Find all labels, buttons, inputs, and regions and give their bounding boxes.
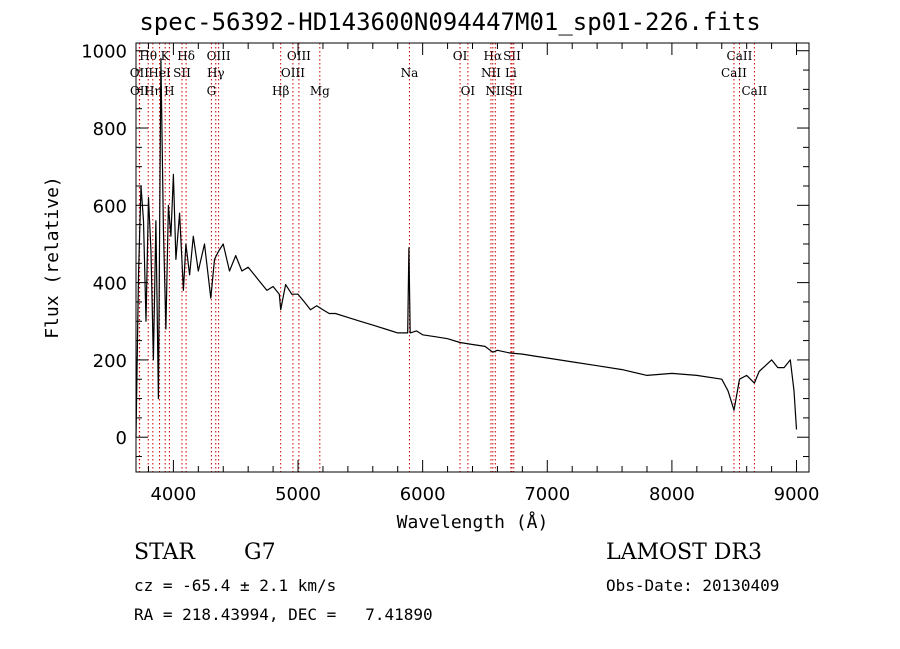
- line-label: OIII: [207, 49, 231, 63]
- line-label: OII: [130, 66, 150, 80]
- line-label: NII: [481, 66, 501, 80]
- x-tick-label: 6000: [400, 484, 446, 505]
- y-tick-label: 800: [93, 119, 127, 140]
- line-label: SII: [505, 84, 523, 98]
- line-label: OIII: [287, 49, 311, 63]
- ra-dec: RA = 218.43994, DEC = 7.41890: [134, 605, 433, 624]
- line-label: NII: [485, 84, 505, 98]
- y-tick-label: 600: [93, 196, 127, 217]
- line-label: OII: [130, 84, 150, 98]
- line-label: G: [207, 84, 217, 98]
- survey-name: LAMOST DR3: [606, 540, 762, 565]
- chart-title: spec-56392-HD143600N094447M01_sp01-226.f…: [139, 8, 761, 36]
- line-label: K: [161, 49, 171, 63]
- line-label: Na: [401, 66, 419, 80]
- line-label: Hα: [484, 49, 503, 63]
- redshift-cz: cz = -65.4 ± 2.1 km/s: [134, 576, 337, 595]
- line-label: CaII: [741, 84, 767, 98]
- line-label: Hδ: [177, 49, 195, 63]
- line-label: OI: [453, 49, 468, 63]
- line-label: Hβ: [272, 84, 289, 98]
- line-label: OIII: [281, 66, 305, 80]
- line-label: Hγ: [207, 66, 225, 80]
- y-tick-label: 200: [93, 351, 127, 372]
- line-label: Li: [505, 66, 517, 80]
- line-label: OI: [461, 84, 476, 98]
- object-class: STAR: [134, 540, 195, 565]
- line-label: CaII: [727, 49, 753, 63]
- line-label: H: [164, 84, 174, 98]
- spectrum-line: [135, 57, 798, 438]
- line-label: Mg: [310, 84, 330, 98]
- x-tick-label: 7000: [524, 484, 570, 505]
- x-tick-label: 8000: [649, 484, 695, 505]
- x-tick-label: 9000: [774, 484, 820, 505]
- y-tick-label: 1000: [81, 42, 127, 63]
- x-tick-label: 5000: [275, 484, 321, 505]
- line-label: Hη: [144, 84, 162, 98]
- line-label: CaII: [721, 66, 747, 80]
- line-label: HeI: [148, 66, 171, 80]
- observation-date: Obs-Date: 20130409: [606, 576, 780, 595]
- x-axis-label: Wavelength (Å): [397, 511, 549, 533]
- x-tick-label: 4000: [150, 484, 196, 505]
- line-label: SII: [503, 49, 521, 63]
- y-axis-label: Flux (relative): [42, 176, 63, 339]
- object-subclass: G7: [244, 540, 276, 565]
- y-tick-label: 400: [93, 274, 127, 295]
- line-label: SII: [173, 66, 191, 80]
- y-tick-label: 0: [116, 428, 127, 449]
